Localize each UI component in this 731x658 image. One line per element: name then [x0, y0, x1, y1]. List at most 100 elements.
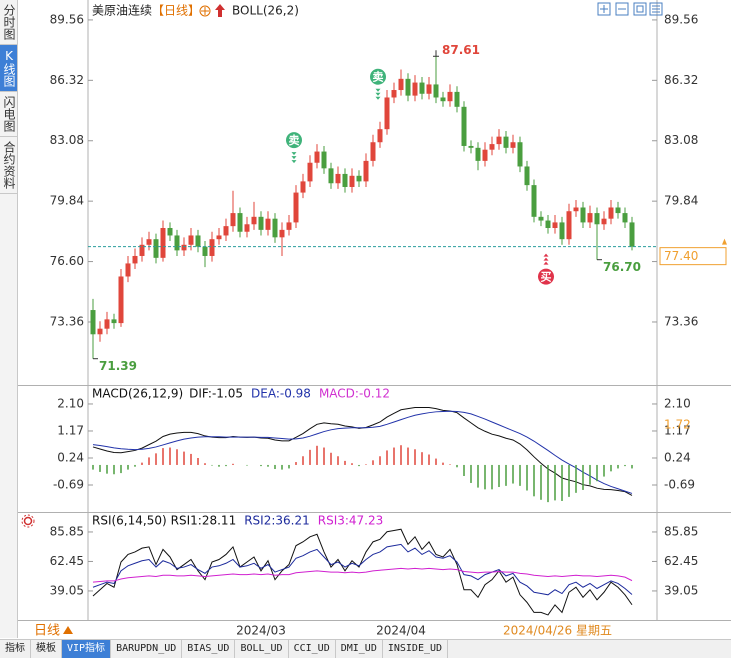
signal-arrow — [375, 92, 381, 96]
y-tick-label: 89.56 — [664, 12, 698, 26]
x-tick-label: 2024/04 — [376, 624, 426, 638]
tab[interactable]: BIAS_UD — [182, 640, 236, 658]
last-price-label: 77.40 — [664, 249, 698, 263]
candle-body — [202, 246, 208, 256]
signal-arrow — [291, 160, 297, 164]
candle-body — [629, 222, 635, 247]
candle-body — [167, 228, 173, 236]
signal-label: 卖 — [289, 133, 300, 147]
signal-badge — [370, 68, 386, 85]
y-tick-label: 0.24 — [57, 450, 84, 464]
candle-body — [279, 229, 285, 238]
y-tick-label: 73.36 — [50, 314, 84, 328]
candle-body — [195, 235, 201, 247]
candle-body — [377, 129, 383, 143]
candle-body — [601, 218, 607, 225]
legend-text: 28.11 — [202, 514, 236, 528]
legend-text: RSI3: — [318, 514, 349, 528]
y-tick-label: 62.45 — [50, 554, 84, 568]
tab[interactable]: VIP指标 — [62, 640, 112, 658]
candle-body — [146, 239, 152, 245]
candle-body — [440, 97, 446, 102]
y-tick-label: -0.69 — [664, 477, 695, 491]
candle-body — [265, 218, 271, 230]
signal-arrow — [291, 152, 297, 156]
tab[interactable]: 闪电图 — [0, 92, 17, 137]
candle-body — [307, 162, 313, 182]
candle-body — [559, 222, 565, 240]
bottom-tabs: 指标 模板 VIP指标 BARUPDN_UD BIAS_UD BOLL_UD CCI_UD D… — [0, 639, 731, 658]
candle-body — [545, 220, 551, 229]
candle-body — [454, 91, 460, 107]
candle-body — [118, 276, 124, 324]
tab[interactable]: 模板 — [31, 640, 62, 658]
y-tick-label: 83.08 — [664, 133, 698, 147]
candle-body — [132, 255, 138, 264]
x-tick-label: 2024/03 — [236, 624, 286, 638]
signal-label: 买 — [541, 271, 552, 284]
candle-body — [496, 136, 502, 145]
y-tick-label: 76.60 — [50, 254, 84, 268]
candle-body — [104, 319, 110, 329]
candle-body — [615, 207, 621, 214]
signal-arrow — [291, 156, 297, 160]
legend-text: RSI2: — [244, 514, 275, 528]
candle-body — [426, 84, 432, 94]
candle-body — [580, 207, 586, 223]
candle-body — [433, 84, 439, 98]
period-arrow[interactable] — [63, 626, 73, 634]
switch-icon[interactable] — [215, 4, 225, 17]
background — [0, 0, 731, 638]
candle-body — [258, 216, 264, 230]
indicator-label[interactable]: BOLL(26,2) — [232, 4, 299, 18]
candle-body — [272, 218, 278, 238]
period-button[interactable]: 日线 — [34, 624, 60, 639]
tab[interactable]: BARUPDN_UD — [111, 640, 183, 658]
tab[interactable]: DMI_UD — [336, 640, 383, 658]
period-label[interactable]: 【日线】 — [152, 4, 200, 18]
legend-text: DEA: — [251, 387, 280, 401]
candle-body — [566, 211, 572, 240]
candle-body — [482, 149, 488, 161]
tab[interactable]: CCI_UD — [289, 640, 336, 658]
candle-body — [587, 213, 593, 223]
tab[interactable]: 指标 — [0, 640, 31, 658]
y-tick-label: 86.32 — [50, 73, 84, 87]
tab[interactable]: 分时图 — [0, 0, 17, 45]
candle-body — [300, 181, 306, 193]
annotation-label: 87.61 — [442, 43, 480, 57]
y-tick-label: 39.05 — [664, 583, 698, 597]
tab[interactable]: BOLL_UD — [235, 640, 289, 658]
signal-badge — [538, 268, 554, 285]
signal-arrow — [543, 257, 549, 261]
candle-body — [363, 160, 369, 182]
y-tick-label: 86.32 — [664, 73, 698, 87]
candle-body — [188, 235, 194, 245]
candle-body — [237, 213, 243, 232]
rsi-line — [92, 543, 633, 596]
tab[interactable]: INSIDE_UD — [383, 640, 449, 658]
tab[interactable]: 合约资料 — [0, 137, 17, 194]
candle-body — [552, 222, 558, 229]
candle-body — [97, 328, 103, 335]
settings-icon[interactable] — [199, 5, 211, 17]
toolbar[interactable] — [597, 2, 663, 16]
legend-text: MACD: — [319, 387, 359, 401]
candle-body — [174, 235, 180, 251]
rsi-settings-icon[interactable] — [21, 514, 35, 528]
candle-body — [370, 142, 376, 161]
y-tick-label: 2.10 — [57, 396, 84, 410]
candle-body — [216, 235, 222, 240]
tab[interactable]: K线图 — [0, 45, 17, 92]
annotation-label: 76.70 — [603, 260, 641, 274]
y-tick-label: 39.05 — [50, 583, 84, 597]
last-price-arrow — [722, 238, 727, 245]
candle-body — [125, 263, 131, 277]
last-price-box — [659, 247, 727, 266]
signal-arrow — [375, 96, 381, 100]
signal-arrow — [543, 253, 549, 257]
candle-body — [573, 207, 579, 212]
cursor-date: 2024/04/26 星期五 — [503, 624, 612, 638]
candle-body — [244, 224, 250, 232]
